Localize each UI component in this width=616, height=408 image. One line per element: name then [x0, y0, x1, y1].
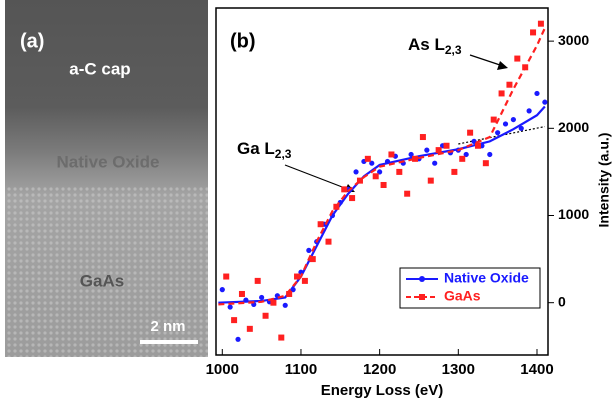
data-point: [467, 129, 474, 136]
data-point: [518, 125, 524, 131]
region-label: GaAs: [80, 271, 124, 290]
data-point: [254, 277, 261, 284]
region-label: a-C cap: [69, 59, 130, 78]
legend-label: GaAs: [444, 288, 481, 304]
data-point: [526, 108, 532, 114]
x-axis-label: Energy Loss (eV): [321, 382, 444, 399]
data-point: [487, 151, 493, 158]
data-point: [301, 277, 308, 284]
data-point: [474, 142, 481, 149]
data-point: [419, 134, 426, 141]
data-point: [349, 195, 356, 202]
data-point: [278, 334, 285, 341]
data-point: [372, 173, 379, 180]
legend-marker: [419, 294, 425, 300]
data-point: [294, 273, 301, 280]
data-point: [235, 336, 241, 342]
tem-image: (a) a-C cap Native Oxide GaAs 2 nm: [5, 0, 208, 357]
x-tick-label: 1100: [285, 361, 318, 378]
panel-label: (a): [20, 30, 44, 52]
data-point: [443, 142, 450, 149]
data-point: [510, 116, 516, 123]
legend-label: Native Oxide: [444, 270, 529, 286]
data-point: [388, 151, 395, 158]
data-point: [451, 168, 458, 175]
data-point: [380, 181, 387, 188]
data-point: [231, 317, 238, 324]
data-point: [262, 312, 269, 319]
data-point: [427, 177, 434, 184]
data-point: [498, 90, 505, 97]
annotation-text: Ga L: [237, 139, 275, 158]
data-point: [309, 256, 316, 263]
data-point: [412, 155, 419, 162]
annotation-subscript: 2,3: [445, 43, 462, 57]
annotation-text: As L: [408, 35, 445, 54]
plot-area: [218, 20, 548, 342]
x-tick-label: 1000: [206, 361, 239, 378]
y-axis-label: Intensity (a.u.): [596, 133, 612, 228]
data-point: [341, 186, 348, 193]
data-point: [270, 299, 277, 306]
data-point: [238, 290, 245, 297]
data-point: [317, 221, 324, 228]
y-tick-label: 3000: [558, 32, 589, 48]
panel-label: (b): [230, 30, 256, 52]
data-point: [408, 151, 414, 158]
data-point: [435, 147, 442, 154]
annotation-arrow: [284, 164, 351, 191]
data-point: [463, 151, 469, 158]
data-point: [219, 287, 225, 293]
data-point: [432, 160, 438, 166]
legend: [399, 267, 541, 309]
data-point: [227, 304, 233, 310]
data-point: [396, 168, 403, 175]
y-tick-label: 0: [558, 293, 566, 309]
data-point: [282, 302, 288, 308]
arrowhead: [497, 61, 508, 70]
data-point: [482, 160, 489, 167]
data-point: [369, 160, 375, 166]
data-point: [286, 290, 293, 297]
fit-line: [218, 27, 546, 306]
region-label: Native Oxide: [57, 152, 160, 171]
data-point: [353, 169, 359, 175]
x-tick-label: 1200: [363, 361, 396, 378]
annotation: As L2,3: [408, 35, 462, 57]
x-tick-label: 1400: [520, 361, 553, 378]
annotation: Ga L2,3: [237, 139, 292, 161]
data-point: [530, 29, 537, 36]
data-point: [424, 147, 430, 153]
data-point: [325, 238, 332, 245]
data-point: [259, 294, 265, 301]
data-point: [246, 325, 253, 332]
data-point: [534, 90, 540, 97]
data-point: [537, 20, 544, 27]
data-point: [471, 138, 477, 144]
y-tick-label: 1000: [558, 206, 589, 222]
data-point: [377, 169, 383, 175]
data-point: [404, 190, 411, 197]
data-point: [459, 155, 466, 162]
data-point: [506, 81, 513, 88]
data-point: [306, 247, 312, 253]
x-tick-label: 1300: [442, 361, 475, 378]
data-point: [223, 273, 230, 280]
annotation-subscript: 2,3: [275, 147, 292, 161]
legend-marker: [419, 276, 425, 282]
data-point: [356, 177, 363, 184]
y-tick-label: 2000: [558, 119, 589, 135]
data-point: [514, 55, 521, 62]
data-point: [490, 116, 497, 123]
data-point: [502, 121, 509, 127]
data-point: [542, 99, 548, 105]
data-point: [364, 155, 371, 162]
annotation-arrow: [469, 54, 504, 67]
data-point: [495, 130, 501, 136]
scale-bar-label: 2 nm: [150, 318, 185, 335]
